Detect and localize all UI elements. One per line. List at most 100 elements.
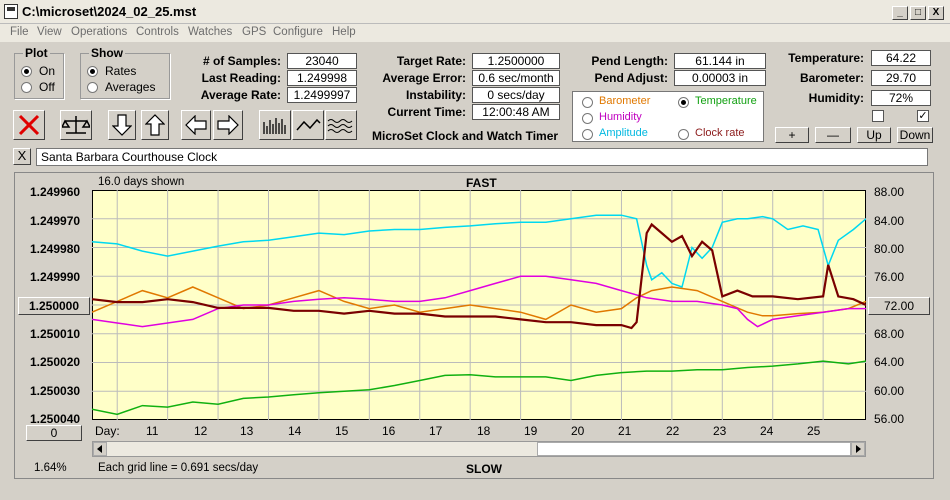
temperature-field: 64.22: [871, 50, 931, 66]
arrow-right-icon: [217, 115, 239, 135]
last-reading-field: 1.249998: [287, 70, 357, 86]
x-tick-label: 20: [571, 424, 585, 438]
menu-controls[interactable]: Controls: [136, 26, 179, 38]
pend-adjust-field[interactable]: 0.00003 in: [674, 70, 766, 86]
last-reading-label: Last Reading:: [201, 71, 281, 85]
humidity-label: Humidity:: [808, 91, 864, 105]
days-shown-label: 16.0 days shown: [98, 176, 185, 188]
stop-button[interactable]: [13, 110, 45, 140]
scroll-right-arrow[interactable]: [851, 442, 865, 456]
horizontal-scrollbar[interactable]: [92, 441, 866, 457]
line-view-button[interactable]: [292, 110, 324, 140]
chart-panel: [14, 172, 934, 479]
plus-button[interactable]: +: [775, 127, 809, 143]
right-arrow-button[interactable]: [213, 110, 243, 140]
arrow-left-icon: [185, 115, 207, 135]
menu-configure[interactable]: Configure: [273, 26, 323, 38]
arrow-down-icon: [112, 114, 132, 136]
samples-field: 23040: [287, 53, 357, 69]
show-averages-label: Averages: [105, 80, 156, 94]
menu-help[interactable]: Help: [332, 26, 356, 38]
sensor-amplitude-radio[interactable]: [582, 129, 593, 140]
x-tick-label: 13: [240, 424, 254, 438]
right-checkbox[interactable]: ✓: [917, 110, 929, 122]
plot-off-radio[interactable]: [21, 82, 32, 93]
series-line-0: [92, 214, 866, 288]
sensor-barometer-radio[interactable]: [582, 97, 593, 108]
zero-button[interactable]: 0: [26, 425, 82, 441]
app-caption: MicroSet Clock and Watch Timer: [372, 129, 559, 143]
menu-watches[interactable]: Watches: [188, 26, 233, 38]
down-button[interactable]: Down: [897, 127, 933, 143]
scale-icon: [62, 116, 90, 134]
percent-label: 1.64%: [34, 462, 67, 474]
series-line-1: [92, 286, 866, 321]
series-lines: [92, 214, 866, 416]
minimize-button[interactable]: _: [892, 6, 908, 20]
menu-view[interactable]: View: [37, 26, 62, 38]
wave-icon: [327, 119, 353, 133]
pend-adjust-label: Pend Adjust:: [594, 71, 668, 85]
average-error-label: Average Error:: [382, 71, 466, 85]
menu-gps[interactable]: GPS: [242, 26, 267, 38]
rate-chart: [92, 190, 866, 420]
wave-view-button[interactable]: [325, 110, 357, 140]
barometer-field: 29.70: [871, 70, 931, 86]
right-center-button[interactable]: 72.00: [868, 297, 930, 315]
show-rates-radio[interactable]: [87, 66, 98, 77]
x-tick-label: 16: [382, 424, 396, 438]
scroll-left-arrow[interactable]: [93, 442, 107, 456]
left-arrow-button[interactable]: [181, 110, 211, 140]
bars-view-button[interactable]: [259, 110, 291, 140]
triangle-left-icon: [97, 445, 102, 453]
sensor-humidity-label: Humidity: [599, 111, 642, 123]
target-rate-field[interactable]: 1.2500000: [472, 53, 560, 69]
current-time-label: Current Time:: [387, 105, 466, 119]
sensor-humidity-radio[interactable]: [582, 113, 593, 124]
down-arrow-button[interactable]: [108, 110, 136, 140]
clear-clock-button[interactable]: X: [13, 148, 31, 165]
clock-name-field[interactable]: Santa Barbara Courthouse Clock: [36, 148, 928, 166]
scale-button[interactable]: [60, 110, 92, 140]
center-rate-button[interactable]: 1.250000: [18, 297, 90, 315]
plot-group-label: Plot: [23, 46, 50, 60]
left-checkbox[interactable]: [872, 110, 884, 122]
line-icon: [296, 118, 321, 131]
scroll-thumb[interactable]: [537, 442, 851, 456]
instability-field: 0 secs/day: [472, 87, 560, 103]
show-averages-radio[interactable]: [87, 82, 98, 93]
sensor-amplitude-label: Amplitude: [599, 127, 648, 139]
menu-file[interactable]: File: [10, 26, 29, 38]
sensor-clock-rate-radio[interactable]: [678, 129, 689, 140]
series-line-4: [92, 222, 866, 330]
up-arrow-button[interactable]: [141, 110, 169, 140]
show-group-label: Show: [89, 46, 125, 60]
plot-on-radio[interactable]: [21, 66, 32, 77]
average-rate-field: 1.2499997: [287, 87, 357, 103]
up-button[interactable]: Up: [857, 127, 891, 143]
minus-button[interactable]: —: [815, 127, 851, 143]
pend-length-field[interactable]: 61.144 in: [674, 53, 766, 69]
x-tick-label: 17: [429, 424, 443, 438]
x-tick-label: 22: [666, 424, 680, 438]
right-tick-label: 68.00: [874, 327, 905, 341]
right-tick-label: 56.00: [874, 412, 905, 426]
grid-note-label: Each grid line = 0.691 secs/day: [98, 462, 259, 474]
x-tick-label: 14: [288, 424, 302, 438]
sensor-temperature-radio[interactable]: [678, 97, 689, 108]
sensor-temperature-label: Temperature: [695, 95, 757, 107]
left-tick-label: 1.250010: [30, 327, 81, 341]
triangle-right-icon: [856, 445, 861, 453]
temperature-label: Temperature:: [788, 51, 864, 65]
menu-operations[interactable]: Operations: [71, 26, 128, 38]
left-tick-label: 1.249980: [30, 242, 81, 256]
plot-off-label: Off: [39, 80, 55, 94]
maximize-button[interactable]: □: [910, 6, 926, 20]
sensor-barometer-label: Barometer: [599, 95, 651, 107]
right-tick-label: 60.00: [874, 384, 905, 398]
show-rates-label: Rates: [105, 64, 137, 78]
series-line-3: [92, 360, 866, 416]
close-button[interactable]: X: [928, 6, 944, 20]
day-axis-label: Day:: [95, 424, 120, 438]
left-tick-label: 1.250020: [30, 355, 81, 369]
